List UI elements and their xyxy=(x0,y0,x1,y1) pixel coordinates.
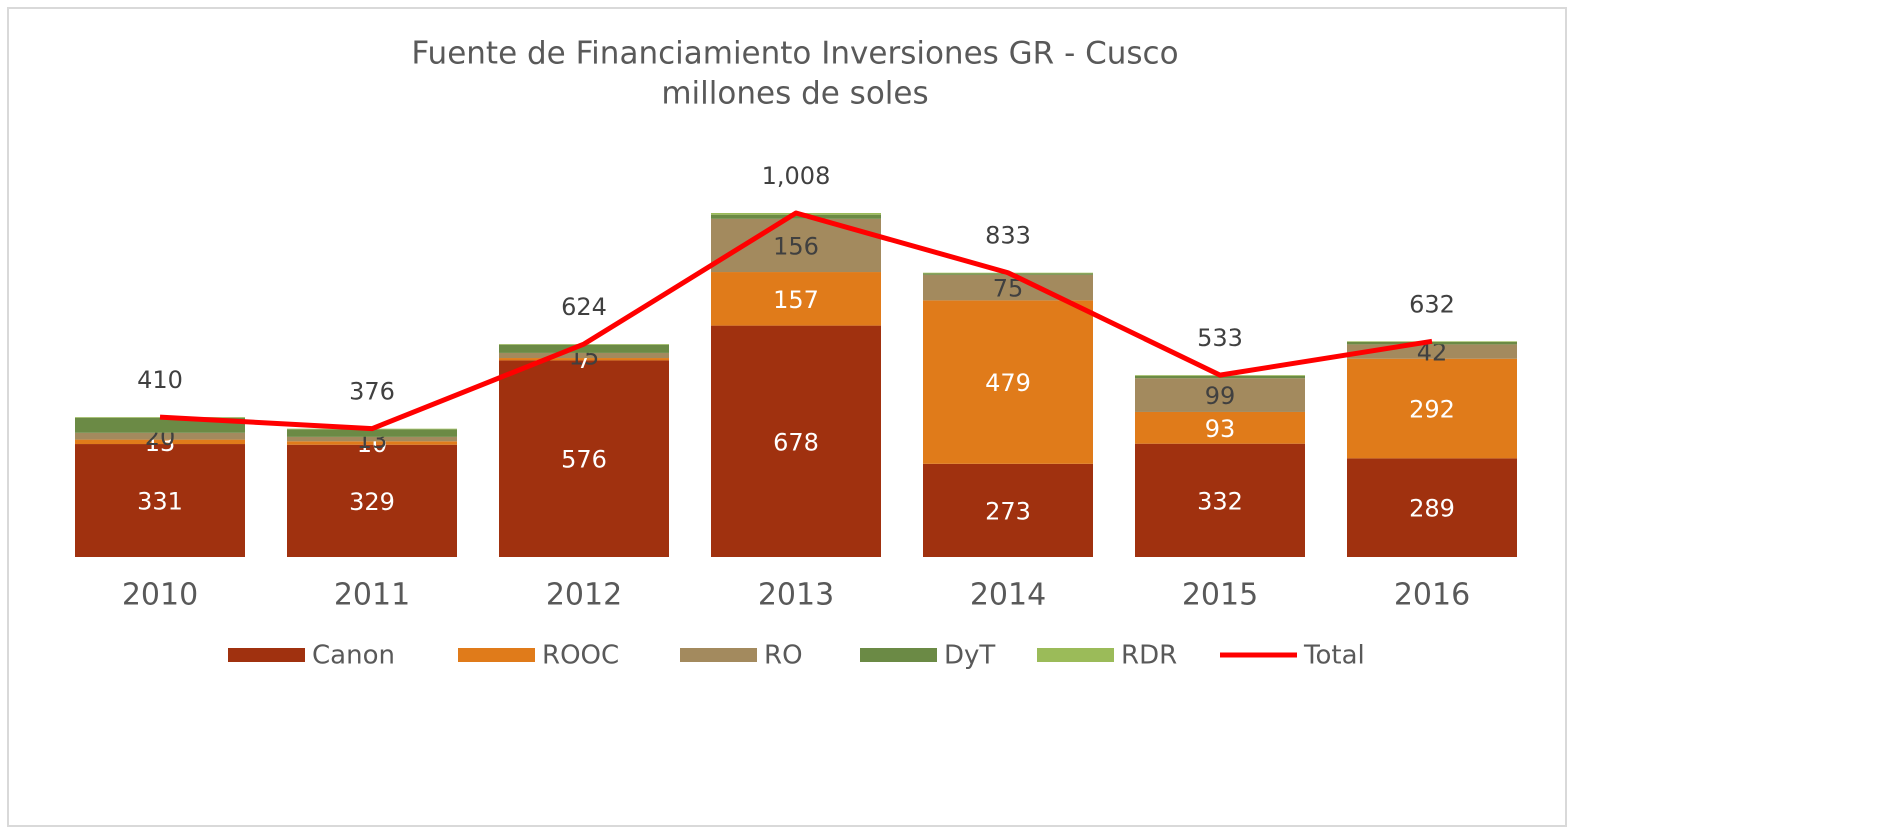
data-label: 329 xyxy=(349,488,395,516)
total-label: 410 xyxy=(137,366,183,394)
bar-segment xyxy=(499,344,669,353)
chart-title: Fuente de Financiamiento Inversiones GR … xyxy=(411,36,1178,72)
bar-segment xyxy=(75,432,245,440)
total-label: 376 xyxy=(349,378,395,406)
data-label: 292 xyxy=(1409,396,1455,424)
legend-swatch xyxy=(680,648,757,662)
bar-segment xyxy=(75,444,245,557)
x-tick-label: 2010 xyxy=(122,578,198,613)
data-label: 479 xyxy=(985,369,1031,397)
total-label: 533 xyxy=(1197,324,1243,352)
data-label: 157 xyxy=(773,286,819,314)
bar-segment xyxy=(711,214,881,219)
bar-segment xyxy=(499,358,669,361)
bar-segment xyxy=(1135,378,1305,412)
x-tick-label: 2012 xyxy=(546,578,622,613)
data-label: 289 xyxy=(1409,495,1455,523)
bar-segment xyxy=(1135,443,1305,557)
data-label: 273 xyxy=(985,497,1031,525)
x-tick-label: 2014 xyxy=(970,578,1046,613)
total-label: 1,008 xyxy=(762,162,831,190)
x-tick-label: 2016 xyxy=(1394,578,1470,613)
bar-segment xyxy=(287,444,457,557)
legend-swatch xyxy=(860,648,937,662)
legend-label: ROOC xyxy=(542,641,619,671)
bar-segment xyxy=(287,436,457,442)
chart-subtitle: millones de soles xyxy=(661,76,928,112)
bar-segment xyxy=(499,352,669,359)
total-label: 833 xyxy=(985,222,1031,250)
legend-label: RDR xyxy=(1121,641,1177,671)
legend-swatch xyxy=(228,648,305,662)
legend-label: Canon xyxy=(312,641,395,671)
bar-segment xyxy=(923,274,1093,301)
x-tick-label: 2015 xyxy=(1182,578,1258,613)
bar-segment xyxy=(923,463,1093,557)
total-label: 624 xyxy=(561,293,607,321)
bar-segment xyxy=(1347,458,1517,557)
x-tick-label: 2013 xyxy=(758,578,834,613)
total-line xyxy=(159,210,1433,432)
bar-segment xyxy=(287,429,457,437)
bar-segment xyxy=(711,272,881,326)
legend-label: RO xyxy=(764,641,803,671)
bar-segment xyxy=(711,325,881,557)
legend-swatch xyxy=(458,648,535,662)
legend-label: DyT xyxy=(944,641,995,671)
x-tick-label: 2011 xyxy=(334,578,410,613)
bar-segment xyxy=(923,300,1093,464)
bar-segment xyxy=(499,360,669,557)
data-label: 576 xyxy=(561,446,607,474)
data-label: 678 xyxy=(773,428,819,456)
bar-segment xyxy=(287,441,457,445)
data-label: 331 xyxy=(137,488,183,516)
legend-swatch xyxy=(1037,648,1114,662)
bar-segment xyxy=(1347,358,1517,459)
bar-segment xyxy=(1135,411,1305,444)
bar-segment xyxy=(75,439,245,445)
data-label: 332 xyxy=(1197,487,1243,515)
total-label: 632 xyxy=(1409,290,1455,318)
data-label: 156 xyxy=(773,232,819,260)
data-label: 93 xyxy=(1205,415,1236,443)
data-label: 99 xyxy=(1205,382,1236,410)
legend-label: Total xyxy=(1303,641,1365,671)
